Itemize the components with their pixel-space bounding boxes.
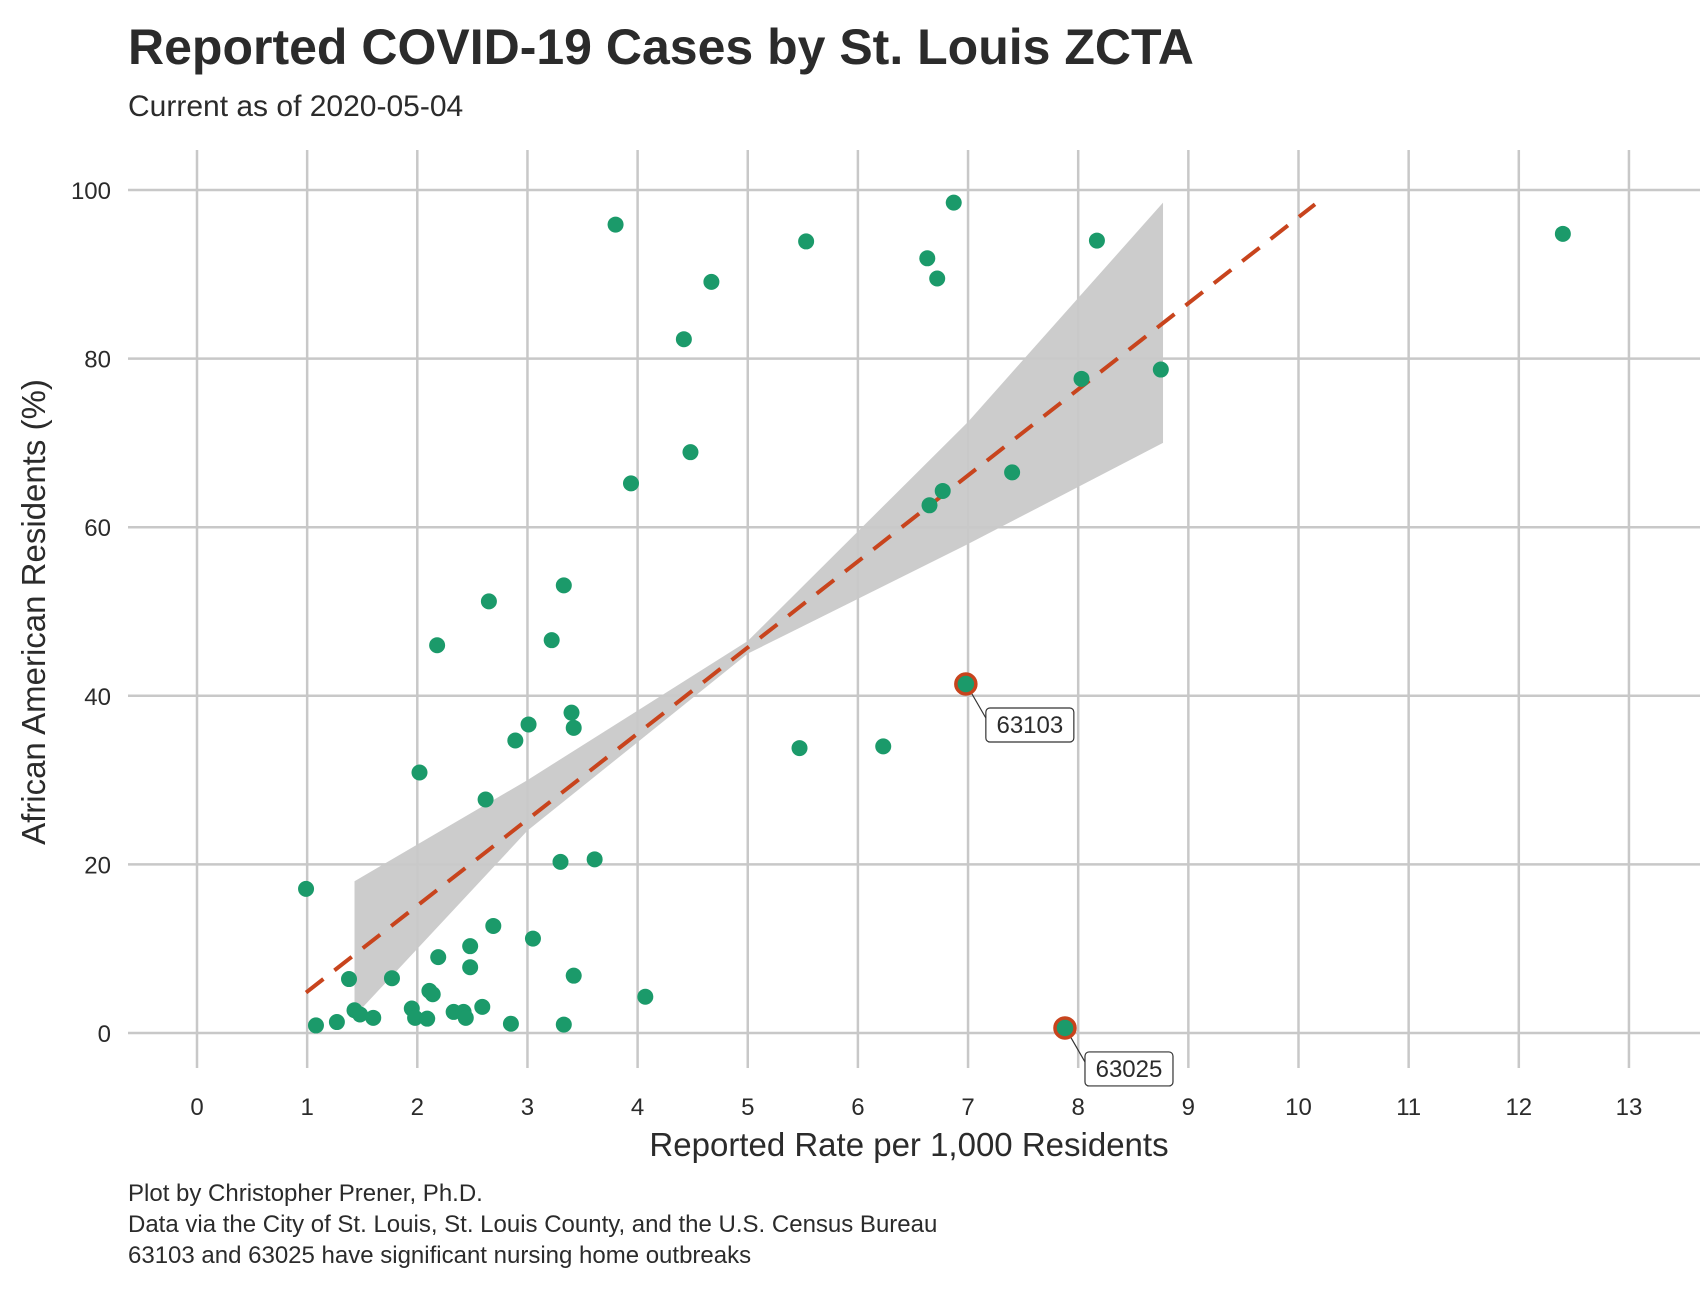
data-point: [474, 998, 491, 1015]
data-point: [328, 1014, 345, 1031]
data-point: [365, 1009, 382, 1026]
data-point: [1088, 232, 1105, 249]
data-point: [429, 637, 446, 654]
data-point: [520, 716, 537, 733]
x-tick-label: 9: [1182, 1094, 1195, 1121]
data-point: [419, 1010, 436, 1027]
data-point: [945, 194, 962, 211]
data-point: [462, 938, 479, 955]
data-point: [457, 1009, 474, 1026]
caption-note: 63103 and 63025 have significant nursing…: [128, 1242, 752, 1269]
data-point: [1152, 361, 1169, 378]
y-axis-label: African American Residents (%): [15, 379, 52, 845]
x-tick-label: 1: [300, 1094, 313, 1121]
label-leader-line: [970, 691, 987, 719]
data-point: [485, 917, 502, 934]
x-tick-label: 4: [631, 1094, 644, 1121]
data-point: [507, 732, 524, 749]
data-point: [407, 1009, 424, 1026]
highlighted-points: 63103 63025: [954, 672, 1174, 1087]
data-point: [929, 270, 946, 287]
data-point: [934, 482, 951, 499]
data-point: [383, 970, 400, 987]
data-point: [703, 273, 720, 290]
x-tick-label: 7: [961, 1094, 974, 1121]
x-tick-label: 3: [521, 1094, 534, 1121]
data-point: [586, 851, 603, 868]
data-point: [565, 719, 582, 736]
x-tick-label: 12: [1505, 1094, 1532, 1121]
grid-lines: [128, 150, 1700, 1068]
data-point: [480, 593, 497, 610]
data-point: [352, 1006, 369, 1023]
x-tick-label: 0: [190, 1094, 203, 1121]
x-tick-label: 5: [741, 1094, 754, 1121]
data-points: [298, 194, 1571, 1034]
data-point: [791, 740, 808, 757]
x-tick-label: 10: [1285, 1094, 1312, 1121]
data-point: [555, 1016, 572, 1033]
data-point: [502, 1015, 519, 1032]
y-tick-label: 100: [71, 178, 111, 205]
caption: Plot by Christopher Prener, Ph.D. Data v…: [128, 1178, 937, 1271]
data-point: [875, 738, 892, 755]
x-axis-label: Reported Rate per 1,000 Residents: [649, 1126, 1168, 1163]
chart-subtitle: Current as of 2020-05-04: [128, 90, 464, 123]
point-label: 63025: [1096, 1056, 1163, 1083]
data-point: [1073, 370, 1090, 387]
data-point: [555, 577, 572, 594]
y-tick-label: 0: [98, 1021, 111, 1048]
point-label-box: [985, 707, 1075, 743]
data-point: [1004, 464, 1021, 481]
point-label: 63103: [996, 712, 1063, 739]
data-point: [411, 764, 428, 781]
x-tick-label: 11: [1396, 1094, 1421, 1121]
data-point: [1554, 225, 1571, 242]
highlighted-point: [954, 672, 978, 696]
data-point: [341, 971, 358, 988]
data-point: [921, 497, 938, 514]
y-tick-label: 40: [84, 684, 111, 711]
y-tick-label: 60: [84, 515, 111, 542]
chart-title: Reported COVID-19 Cases by St. Louis ZCT…: [128, 19, 1194, 75]
x-tick-label: 6: [851, 1094, 864, 1121]
x-tick-label: 2: [411, 1094, 424, 1121]
confidence-band: [354, 202, 1164, 1017]
data-point: [919, 250, 936, 267]
trend-line-layer: [304, 202, 1317, 995]
data-point: [524, 930, 541, 947]
data-point: [298, 880, 315, 897]
data-point: [430, 949, 447, 966]
data-point: [462, 959, 479, 976]
data-point: [607, 216, 624, 233]
y-tick-label: 20: [84, 852, 111, 879]
data-point: [622, 475, 639, 492]
data-point: [798, 233, 815, 250]
data-point: [682, 444, 699, 461]
y-tick-label: 80: [84, 347, 111, 374]
x-tick-label: 13: [1616, 1094, 1643, 1121]
point-label-box: [1084, 1051, 1174, 1087]
data-point: [552, 853, 569, 870]
label-leader-line: [1069, 1035, 1086, 1063]
data-point: [477, 791, 494, 808]
data-point: [565, 967, 582, 984]
data-point: [307, 1017, 324, 1034]
data-point: [563, 704, 580, 721]
data-point: [424, 986, 441, 1003]
caption-source: Data via the City of St. Louis, St. Loui…: [128, 1211, 938, 1238]
confidence-band-layer: [354, 202, 1164, 1017]
data-point: [637, 988, 654, 1005]
highlighted-point: [1053, 1016, 1077, 1040]
data-point: [543, 632, 560, 649]
caption-author: Plot by Christopher Prener, Ph.D.: [128, 1180, 483, 1207]
trend-line: [304, 202, 1317, 995]
x-tick-label: 8: [1072, 1094, 1085, 1121]
data-point: [675, 331, 692, 348]
